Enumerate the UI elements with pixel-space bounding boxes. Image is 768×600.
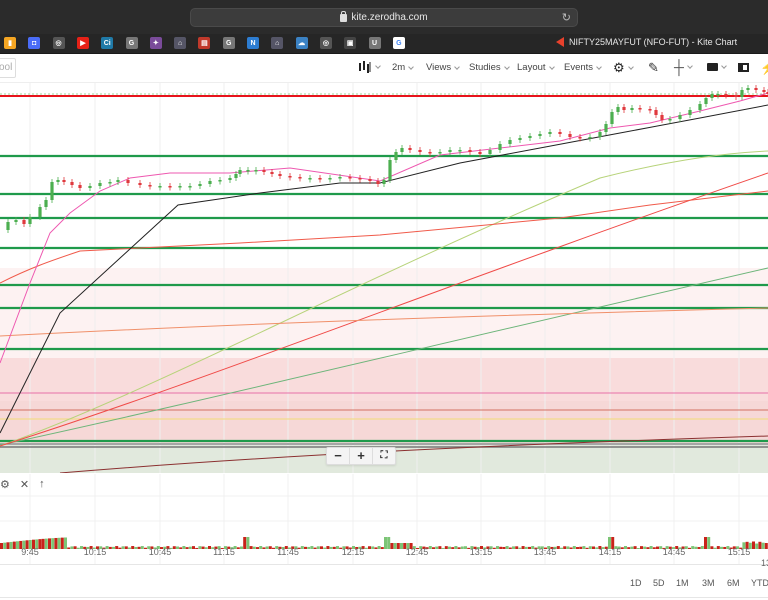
- volume-settings-icon[interactable]: ⚙: [0, 478, 10, 491]
- settings-dropdown[interactable]: ⚙: [613, 60, 633, 76]
- time-axis: 9:45 10:15 10:45 11:15 11:45 12:15 12:45 13:15 1…: [0, 545, 768, 565]
- price-chart[interactable]: [0, 83, 768, 473]
- camera-icon: [707, 63, 718, 71]
- studies-label: Studies: [469, 62, 501, 73]
- record-icon[interactable]: ▣: [344, 37, 356, 49]
- g-icon[interactable]: G: [126, 37, 138, 49]
- time-label: 10:45: [149, 547, 172, 557]
- active-tab-title: NIFTY25MAYFUT (NFO-FUT) - Kite Chart: [569, 37, 737, 47]
- kite-logo-icon: [556, 37, 564, 47]
- time-label: 11:15: [213, 547, 235, 557]
- chevron-down-icon: [504, 64, 510, 70]
- chevron-down-icon: [687, 63, 693, 69]
- date-label: 13: [761, 558, 768, 568]
- interval-label: 2m: [392, 62, 405, 73]
- range-3m[interactable]: 3M: [702, 578, 715, 588]
- range-1d[interactable]: 1D: [630, 578, 642, 588]
- time-label: 12:15: [342, 547, 365, 557]
- chevron-down-icon: [375, 63, 381, 69]
- circle-icon[interactable]: ◎: [53, 37, 65, 49]
- events-dropdown[interactable]: Events: [564, 62, 601, 73]
- chevron-down-icon: [721, 63, 727, 69]
- range-selector: 1D 5D 1M 3M 6M YTD: [0, 570, 768, 598]
- views-dropdown[interactable]: Views: [426, 62, 459, 73]
- google-icon[interactable]: G: [393, 37, 405, 49]
- views-label: Views: [426, 62, 451, 73]
- n-icon[interactable]: N: [247, 37, 259, 49]
- browser-toolbar: kite.zerodha.com ↻: [0, 0, 768, 34]
- chart-type-button[interactable]: [358, 61, 380, 73]
- pencil-icon: ✎: [648, 60, 659, 76]
- chevron-down-icon: [454, 64, 460, 70]
- zoom-controls: − + ⛶: [326, 447, 396, 465]
- screenshot-dropdown[interactable]: [707, 63, 726, 71]
- time-label: 10:15: [84, 547, 107, 557]
- chevron-down-icon: [628, 64, 634, 70]
- time-label: 12:45: [406, 547, 429, 557]
- active-tab[interactable]: NIFTY25MAYFUT (NFO-FUT) - Kite Chart: [556, 37, 737, 47]
- bars-icon[interactable]: ▮: [4, 37, 16, 49]
- zoom-out-button[interactable]: −: [327, 448, 350, 464]
- reload-icon[interactable]: ↻: [562, 11, 571, 24]
- fullscreen-icon: ⛶: [381, 450, 388, 461]
- events-label: Events: [564, 62, 593, 73]
- g-icon-2[interactable]: G: [223, 37, 235, 49]
- volume-move-up-icon[interactable]: ↑: [39, 478, 45, 491]
- time-label: 13:15: [470, 547, 493, 557]
- crosshair-dropdown[interactable]: ┼: [674, 59, 692, 75]
- chevron-down-icon: [596, 64, 602, 70]
- panel-toggle-button[interactable]: [738, 63, 749, 72]
- cloud-icon[interactable]: ☁: [296, 37, 308, 49]
- range-6m[interactable]: 6M: [727, 578, 740, 588]
- figure-icon[interactable]: ✦: [150, 37, 162, 49]
- red-card-icon[interactable]: ▤: [198, 37, 210, 49]
- layout-label: Layout: [517, 62, 546, 73]
- url-text: kite.zerodha.com: [351, 12, 427, 23]
- range-5d[interactable]: 5D: [653, 578, 665, 588]
- gear-icon: ⚙: [613, 60, 625, 76]
- address-bar[interactable]: kite.zerodha.com ↻: [190, 8, 578, 27]
- u-icon[interactable]: U: [369, 37, 381, 49]
- lightning-icon: ⚡: [760, 60, 768, 76]
- fullscreen-button[interactable]: ⛶: [373, 448, 395, 464]
- circle-icon-2[interactable]: ◎: [320, 37, 332, 49]
- app-icon-blue[interactable]: ◘: [28, 37, 40, 49]
- time-label: 14:15: [599, 547, 622, 557]
- house-icon-2[interactable]: ⌂: [271, 37, 283, 49]
- lock-icon: [340, 14, 347, 22]
- volume-close-icon[interactable]: ✕: [20, 478, 29, 491]
- time-label: 9:45: [21, 547, 39, 557]
- range-1m[interactable]: 1M: [676, 578, 689, 588]
- chart-toolbar: ool 2m Views Studies Layout Events ⚙ ✎ ┼…: [0, 55, 768, 83]
- layout-dropdown[interactable]: Layout: [517, 62, 554, 73]
- panel-icon: [738, 63, 749, 72]
- range-ytd[interactable]: YTD: [751, 578, 768, 588]
- zone-band-light: [0, 268, 768, 358]
- time-label: 11:45: [277, 547, 299, 557]
- time-label: 14:45: [663, 547, 686, 557]
- house-icon[interactable]: ⌂: [174, 37, 186, 49]
- crosshair-icon: ┼: [674, 59, 684, 75]
- tab-bar: NIFTY25MAYFUT (NFO-FUT) - Kite Chart ▮ ◘ ◎…: [0, 34, 768, 54]
- youtube-icon[interactable]: ▶: [77, 37, 89, 49]
- draw-button[interactable]: ✎: [648, 60, 659, 76]
- chevron-down-icon: [549, 64, 555, 70]
- interval-dropdown[interactable]: 2m: [392, 62, 413, 73]
- ci-icon[interactable]: Ci: [101, 37, 113, 49]
- studies-dropdown[interactable]: Studies: [469, 62, 509, 73]
- time-label: 15:15: [728, 547, 751, 557]
- lightning-button[interactable]: ⚡: [760, 60, 768, 76]
- time-label: 13:45: [534, 547, 557, 557]
- zoom-in-button[interactable]: +: [350, 448, 373, 464]
- chevron-down-icon: [408, 64, 414, 70]
- symbol-search-input[interactable]: ool: [0, 58, 16, 78]
- candlestick-icon: [358, 61, 372, 73]
- volume-panel-tools: ⚙ ✕ ↑: [0, 478, 45, 491]
